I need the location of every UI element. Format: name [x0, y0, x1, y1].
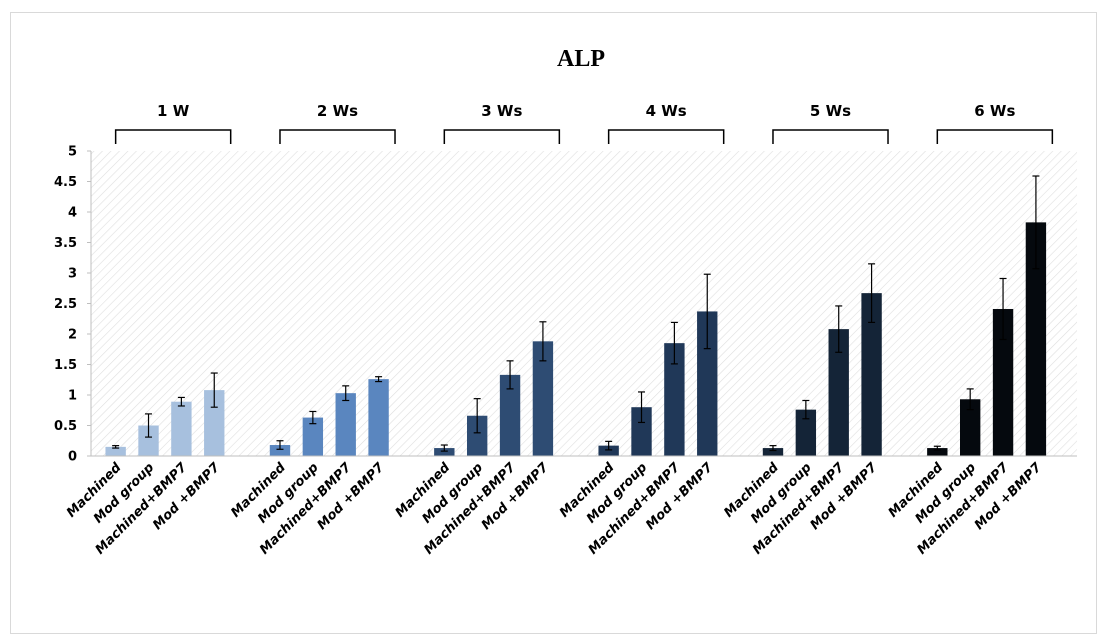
bar [959, 399, 981, 456]
bar [499, 374, 521, 456]
bar [795, 409, 817, 456]
group-bracket [607, 129, 725, 144]
bar [466, 415, 488, 456]
y-tick-label: 4.5 [54, 175, 77, 190]
group-label: 3 Ws [481, 102, 522, 120]
y-tick-label: 2 [68, 328, 77, 343]
bar [992, 308, 1014, 456]
bar [697, 311, 718, 456]
bar [664, 343, 685, 456]
bar [302, 417, 324, 456]
bar [532, 341, 554, 456]
bar [138, 425, 159, 456]
bar [927, 448, 948, 456]
group-bracket [443, 129, 561, 144]
y-tick-label: 1.5 [54, 358, 77, 373]
chart-frame: ALP 0 0.5 1 1.5 2 2.5 3 3.5 4 4.5 5 1 W Machined Mod … [10, 12, 1097, 634]
bar [828, 329, 849, 456]
alp-bar-chart: ALP 00.511.522.533.544.551 WMachinedMod … [54, 46, 1077, 558]
y-tick-label: 0.5 [54, 419, 77, 434]
y-tick-label: 3.5 [54, 236, 77, 251]
bar [762, 448, 784, 456]
bar [105, 446, 126, 456]
bar [598, 445, 619, 456]
group-bracket [772, 129, 889, 144]
bar [1025, 222, 1047, 456]
y-tick-label: 2.5 [54, 297, 77, 312]
plot-background [91, 151, 1077, 456]
y-tick-label: 1 [68, 389, 77, 404]
bar [335, 393, 356, 456]
group-bracket [114, 129, 232, 144]
y-tick-label: 4 [68, 206, 77, 221]
group-bracket [279, 129, 396, 144]
bar [269, 445, 291, 456]
bar [631, 407, 652, 456]
group-label: 2 Ws [317, 102, 358, 120]
group-label: 6 Ws [974, 102, 1015, 120]
bar [204, 390, 225, 456]
y-tick-label: 5 [68, 145, 77, 160]
chart-title: ALP [557, 46, 605, 72]
bar [368, 379, 389, 456]
bar [171, 401, 192, 456]
y-tick-label: 3 [68, 267, 77, 282]
group-label: 1 W [157, 102, 190, 120]
bar [861, 293, 882, 456]
group-label: 5 Ws [810, 102, 851, 120]
bar [434, 448, 455, 456]
group-label: 4 Ws [646, 102, 687, 120]
group-bracket [936, 129, 1054, 144]
y-tick-label: 0 [68, 450, 77, 465]
